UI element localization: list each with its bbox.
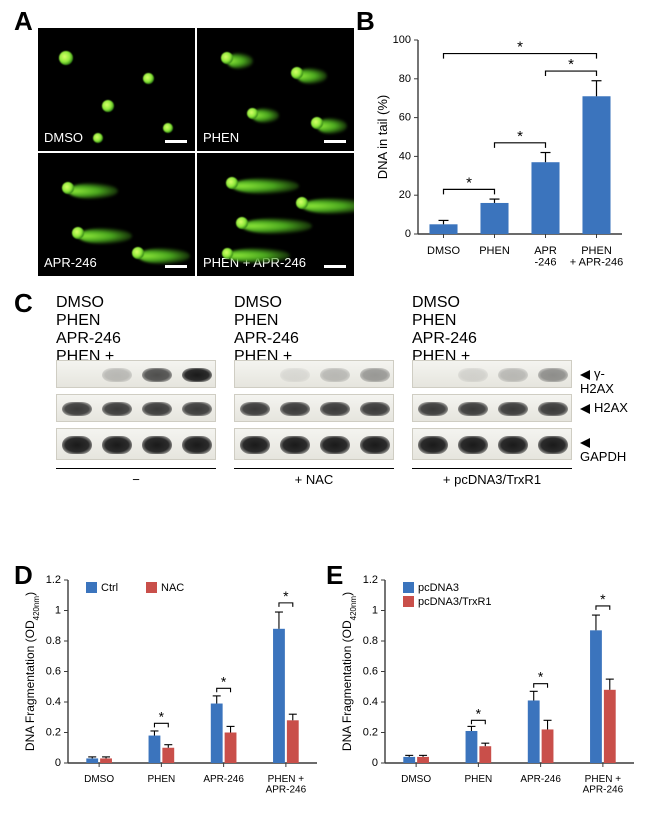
svg-text:DMSO: DMSO	[401, 774, 431, 785]
svg-text:*: *	[221, 673, 227, 689]
dna-in-tail-chart: 0 20 40 60 80 100 DNA in tail (%) DMSO PHEN APR-2…	[368, 28, 630, 276]
svg-text:*: *	[568, 56, 574, 73]
blot-strip	[412, 428, 572, 460]
comet-condition-label: DMSO	[44, 130, 83, 145]
svg-text:1: 1	[372, 604, 378, 616]
svg-text:1: 1	[55, 604, 61, 616]
svg-text:DNA in tail (%): DNA in tail (%)	[375, 95, 390, 180]
svg-text:APR-246: APR-246	[203, 774, 244, 785]
comet-cell: PHEN	[197, 28, 354, 151]
lane-label: APR-246	[234, 330, 394, 348]
svg-text:*: *	[466, 174, 472, 191]
western-blot-panel: DMSOPHENAPR-246PHEN +APR-246DMSOPHENAPR-…	[18, 298, 632, 558]
svg-text:0: 0	[405, 228, 411, 240]
svg-text:*: *	[159, 708, 165, 724]
scale-bar	[165, 265, 187, 268]
blot-row-label: GAPDH	[580, 434, 632, 464]
svg-text:PHEN +APR-246: PHEN +APR-246	[583, 774, 624, 796]
svg-text:PHEN: PHEN	[464, 774, 492, 785]
comet-cell: APR-246	[38, 153, 195, 276]
blot-group-label: −	[56, 472, 216, 487]
svg-text:PHEN: PHEN	[147, 774, 175, 785]
blot-strip	[234, 360, 394, 388]
svg-text:NAC: NAC	[161, 582, 184, 594]
lane-label: PHEN	[234, 312, 394, 330]
blot-strip	[56, 428, 216, 460]
dna-frag-trxr1-chart: 0 0.2 0.4 0.6 0.8 1 1.2 DNA Fragmentation (OD42…	[335, 570, 640, 805]
comet-condition-label: APR-246	[44, 255, 97, 270]
svg-text:0.4: 0.4	[46, 696, 61, 708]
blot-row-label: γ-H2AX	[580, 366, 632, 396]
svg-text:0.6: 0.6	[363, 665, 378, 677]
svg-text:PHEN: PHEN	[479, 245, 510, 257]
blot-row-label: H2AX	[580, 400, 628, 415]
svg-text:*: *	[476, 705, 482, 721]
svg-text:DNA Fragmentation (OD420nm): DNA Fragmentation (OD420nm)	[340, 592, 358, 751]
svg-text:*: *	[283, 588, 289, 604]
lane-label: DMSO	[412, 294, 572, 312]
svg-text:0.4: 0.4	[363, 696, 378, 708]
svg-text:0.2: 0.2	[363, 726, 378, 738]
svg-text:0: 0	[55, 757, 61, 769]
svg-text:1.2: 1.2	[363, 574, 378, 586]
svg-text:PHEN +APR-246: PHEN +APR-246	[266, 774, 307, 796]
svg-text:DNA Fragmentation (OD420nm): DNA Fragmentation (OD420nm)	[23, 592, 41, 751]
lane-label: PHEN	[412, 312, 572, 330]
svg-text:1.2: 1.2	[46, 574, 61, 586]
lane-label: DMSO	[234, 294, 394, 312]
comet-cell: DMSO	[38, 28, 195, 151]
dna-frag-ctrl-nac-chart: 0 0.2 0.4 0.6 0.8 1 1.2 DNA Fragmentation (OD42…	[18, 570, 323, 805]
lane-label: APR-246	[412, 330, 572, 348]
svg-text:Ctrl: Ctrl	[101, 582, 118, 594]
svg-text:0.2: 0.2	[46, 726, 61, 738]
panel-a-label: A	[14, 6, 33, 37]
blot-strip	[234, 428, 394, 460]
svg-text:40: 40	[399, 150, 411, 162]
svg-text:*: *	[600, 591, 606, 607]
svg-text:DMSO: DMSO	[84, 774, 114, 785]
lane-label: DMSO	[56, 294, 216, 312]
svg-text:pcDNA3: pcDNA3	[418, 582, 459, 594]
svg-text:0.8: 0.8	[46, 635, 61, 647]
comet-assay-grid: DMSO PHEN APR-246 PHEN + APR-246	[38, 28, 354, 276]
svg-text:80: 80	[399, 73, 411, 85]
blot-group-label: + pcDNA3/TrxR1	[412, 472, 572, 487]
blot-strip	[56, 360, 216, 388]
svg-text:20: 20	[399, 189, 411, 201]
comet-condition-label: PHEN	[203, 130, 239, 145]
blot-strip	[412, 394, 572, 422]
comet-cell: PHEN + APR-246	[197, 153, 354, 276]
blot-group-label: + NAC	[234, 472, 394, 487]
svg-text:DMSO: DMSO	[427, 245, 460, 257]
blot-strip	[412, 360, 572, 388]
lane-label: APR-246	[56, 330, 216, 348]
svg-text:*: *	[517, 39, 523, 56]
svg-text:0.8: 0.8	[363, 635, 378, 647]
lane-label: PHEN	[56, 312, 216, 330]
svg-text:*: *	[517, 128, 523, 145]
svg-text:60: 60	[399, 112, 411, 124]
scale-bar	[324, 140, 346, 143]
svg-text:pcDNA3/TrxR1: pcDNA3/TrxR1	[418, 596, 492, 608]
scale-bar	[324, 265, 346, 268]
blot-strip	[234, 394, 394, 422]
svg-text:APR-246: APR-246	[534, 245, 557, 269]
blot-strip	[56, 394, 216, 422]
svg-text:0.6: 0.6	[46, 665, 61, 677]
svg-text:0: 0	[372, 757, 378, 769]
svg-text:*: *	[538, 668, 544, 684]
svg-text:100: 100	[393, 34, 411, 46]
svg-text:PHEN+ APR-246: PHEN+ APR-246	[570, 245, 624, 269]
scale-bar	[165, 140, 187, 143]
svg-text:APR-246: APR-246	[520, 774, 561, 785]
